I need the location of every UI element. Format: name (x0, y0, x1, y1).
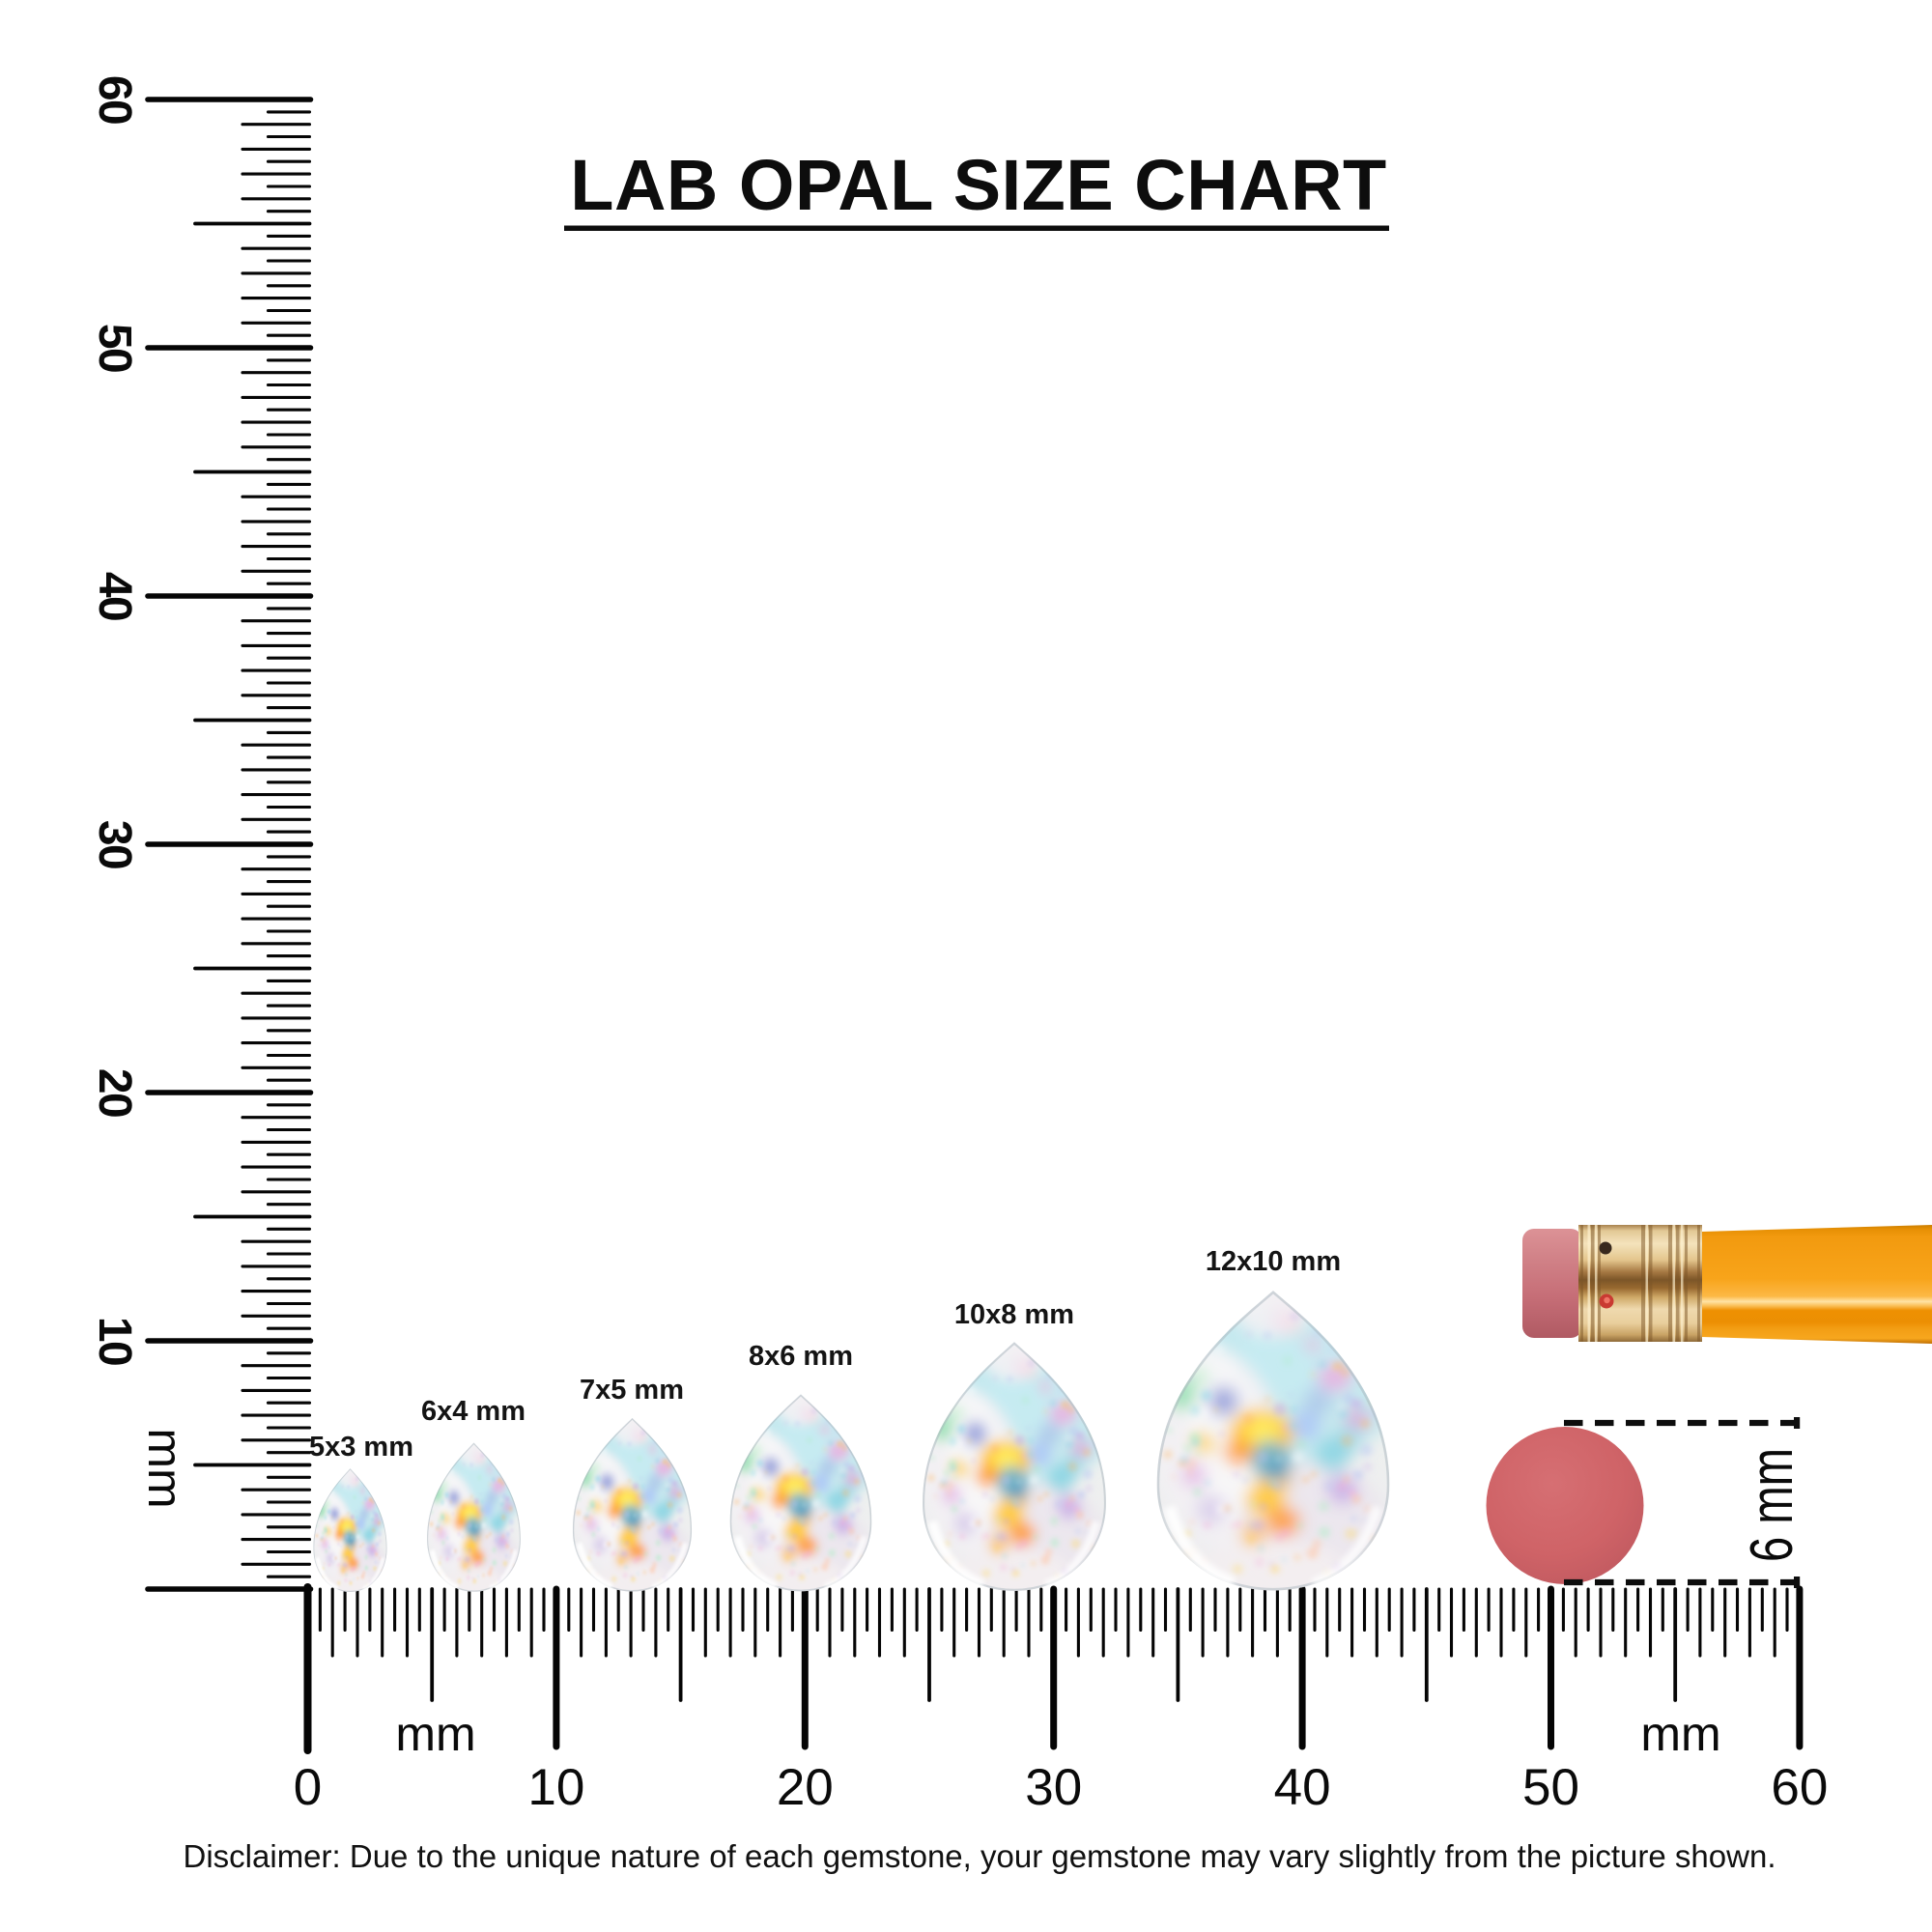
svg-text:60: 60 (1771, 1759, 1828, 1816)
svg-text:10: 10 (89, 1317, 140, 1365)
svg-text:7x5 mm: 7x5 mm (580, 1375, 684, 1406)
svg-text:6 mm: 6 mm (1739, 1448, 1805, 1562)
svg-text:50: 50 (1522, 1759, 1579, 1816)
svg-text:50: 50 (89, 324, 140, 372)
svg-text:20: 20 (777, 1759, 834, 1816)
svg-text:Disclaimer: Due to the unique: Disclaimer: Due to the unique nature of … (184, 1838, 1776, 1874)
svg-text:LAB OPAL SIZE CHART: LAB OPAL SIZE CHART (570, 145, 1386, 225)
svg-text:8x6 mm: 8x6 mm (749, 1341, 853, 1372)
svg-text:mm: mm (1640, 1707, 1720, 1761)
svg-text:10: 10 (527, 1759, 584, 1816)
svg-text:40: 40 (89, 572, 140, 620)
svg-text:mm: mm (395, 1707, 475, 1761)
svg-text:12x10 mm: 12x10 mm (1206, 1246, 1341, 1277)
svg-text:60: 60 (89, 75, 140, 124)
svg-text:0: 0 (294, 1759, 322, 1816)
svg-text:40: 40 (1274, 1759, 1331, 1816)
svg-text:30: 30 (1025, 1759, 1082, 1816)
svg-text:30: 30 (89, 820, 140, 868)
svg-text:5x3 mm: 5x3 mm (309, 1432, 413, 1463)
svg-text:10x8 mm: 10x8 mm (954, 1299, 1074, 1330)
svg-text:6x4 mm: 6x4 mm (421, 1396, 526, 1427)
svg-text:mm: mm (138, 1428, 192, 1508)
svg-text:20: 20 (89, 1068, 140, 1117)
